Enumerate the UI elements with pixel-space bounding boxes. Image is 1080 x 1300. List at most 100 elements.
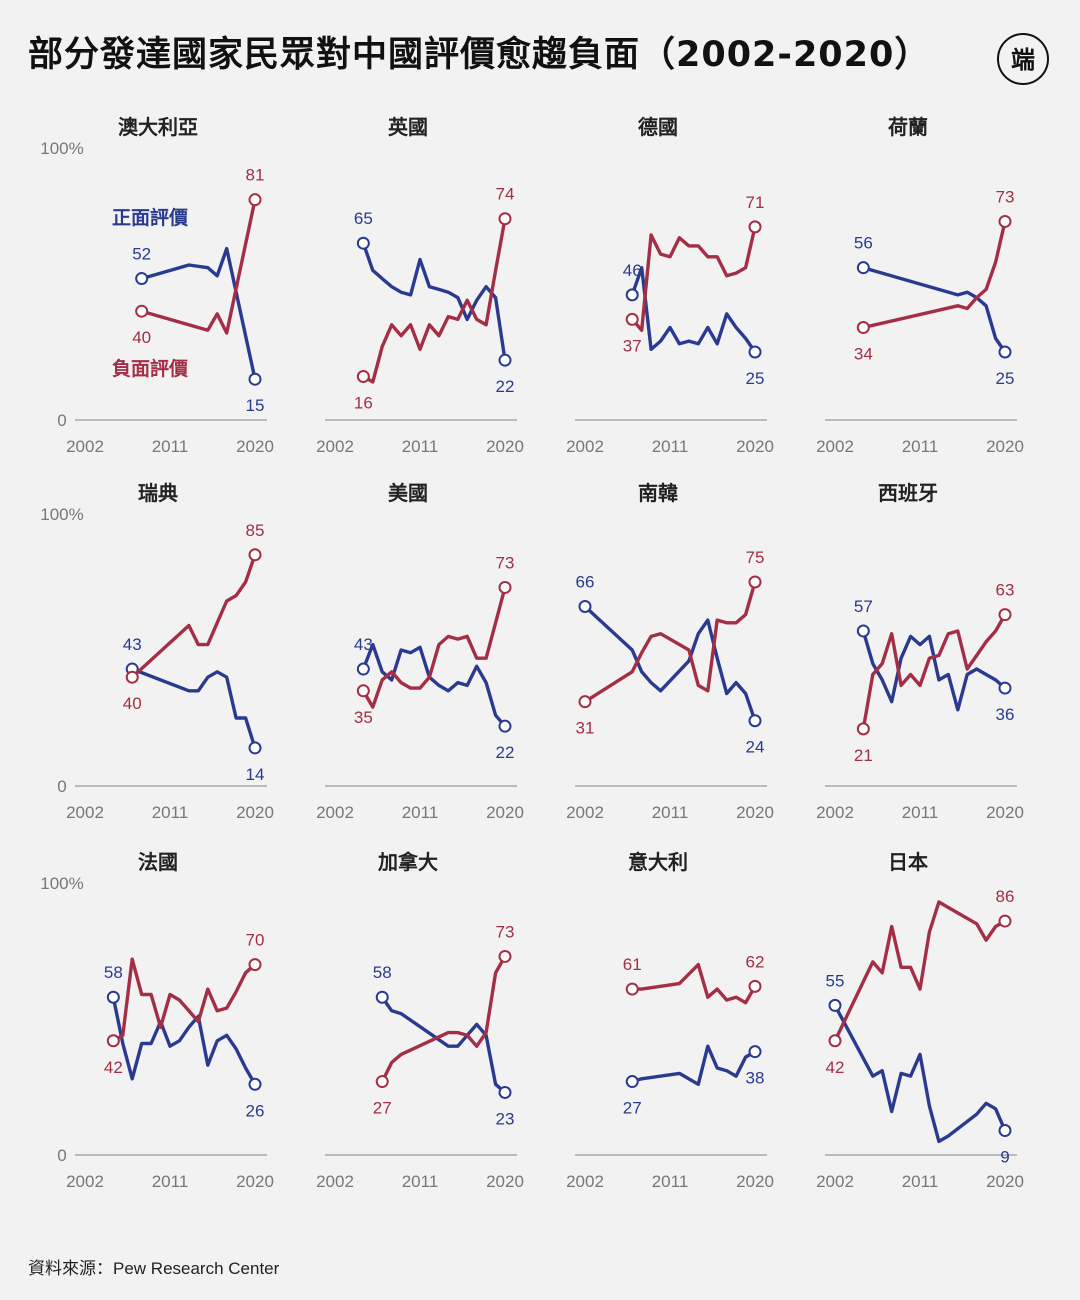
negative-series-line	[139, 197, 257, 335]
x-tick-label: 2002	[316, 1172, 354, 1191]
positive-start-point	[828, 998, 842, 1012]
positive-series-line	[630, 266, 757, 354]
negative-end-point	[748, 220, 762, 234]
y-tick-label: 100%	[40, 139, 83, 158]
negative-end-label: 63	[996, 581, 1015, 600]
x-tick-label: 2020	[486, 437, 524, 456]
positive-start-label: 43	[123, 635, 142, 654]
positive-end-point	[248, 741, 262, 755]
negative-end-point	[998, 214, 1012, 228]
positive-start-point	[578, 599, 592, 613]
negative-end-label: 71	[746, 193, 765, 212]
positive-start-point	[135, 272, 149, 286]
positive-series-line	[380, 995, 507, 1095]
logo-text: 端	[1011, 46, 1035, 74]
x-tick-label: 2020	[486, 803, 524, 822]
positive-end-label: 26	[246, 1101, 265, 1120]
x-tick-label: 2002	[66, 803, 104, 822]
negative-end-point	[748, 575, 762, 589]
x-tick-label: 2020	[736, 1172, 774, 1191]
x-tick-label: 2011	[152, 437, 189, 456]
y-tick-label: 100%	[40, 505, 83, 524]
x-tick-label: 2020	[736, 437, 774, 456]
negative-start-label: 61	[623, 955, 642, 974]
positive-end-label: 24	[746, 738, 765, 757]
panel-title: 加拿大	[377, 850, 438, 874]
negative-start-label: 40	[132, 328, 151, 347]
negative-end-point	[998, 914, 1012, 928]
positive-start-label: 58	[104, 963, 123, 982]
positive-start-point	[356, 236, 370, 250]
panel-title: 德國	[638, 115, 678, 139]
negative-end-point	[248, 958, 262, 972]
x-tick-label: 2002	[816, 437, 854, 456]
positive-end-label: 9	[1000, 1148, 1009, 1167]
positive-series-line	[139, 246, 257, 381]
x-tick-label: 2011	[402, 1172, 439, 1191]
positive-end-label: 22	[496, 377, 515, 396]
negative-start-point	[135, 304, 149, 318]
positive-end-point	[748, 714, 762, 728]
negative-start-point	[578, 695, 592, 709]
positive-end-label: 25	[746, 369, 765, 388]
x-tick-label: 2020	[986, 1172, 1024, 1191]
negative-start-label: 31	[576, 719, 595, 738]
x-tick-label: 2020	[986, 437, 1024, 456]
negative-end-label: 75	[746, 548, 765, 567]
negative-start-label: 27	[373, 1099, 392, 1118]
negative-end-point	[498, 949, 512, 963]
positive-end-point	[998, 1124, 1012, 1138]
x-tick-label: 2011	[152, 803, 189, 822]
negative-end-label: 73	[496, 553, 515, 572]
positive-end-point	[748, 1045, 762, 1059]
negative-end-point	[498, 580, 512, 594]
x-tick-label: 2020	[236, 1172, 274, 1191]
y-tick-label: 0	[57, 777, 66, 796]
positive-end-label: 23	[496, 1109, 515, 1128]
negative-start-point	[356, 684, 370, 698]
negative-start-label: 21	[854, 746, 873, 765]
negative-series-line	[111, 957, 257, 1043]
positive-end-label: 22	[496, 743, 515, 762]
panel-title: 澳大利亞	[118, 115, 198, 139]
positive-end-point	[998, 345, 1012, 359]
x-tick-label: 2011	[402, 803, 439, 822]
negative-start-point	[625, 312, 639, 326]
x-tick-label: 2002	[66, 437, 104, 456]
negative-series-line	[861, 219, 1007, 330]
x-tick-label: 2011	[652, 1172, 689, 1191]
negative-series-line	[361, 216, 507, 384]
positive-series-line	[361, 241, 507, 362]
positive-start-label: 55	[826, 971, 845, 990]
negative-start-point	[625, 982, 639, 996]
positive-start-point	[625, 1075, 639, 1089]
x-tick-label: 2002	[816, 1172, 854, 1191]
page-title: 部分發達國家民眾對中國評價愈趨負面（2002-2020）	[28, 35, 931, 75]
negative-series-line	[361, 585, 507, 709]
positive-start-point	[356, 662, 370, 676]
negative-end-label: 85	[246, 521, 265, 540]
positive-end-point	[498, 1085, 512, 1099]
x-tick-label: 2002	[316, 803, 354, 822]
negative-series-line	[630, 225, 757, 332]
positive-start-label: 56	[854, 234, 873, 253]
positive-end-point	[498, 353, 512, 367]
negative-end-point	[998, 608, 1012, 622]
negative-end-point	[498, 212, 512, 226]
panel-title: 荷蘭	[888, 115, 928, 139]
x-tick-label: 2011	[902, 803, 939, 822]
negative-series-line	[833, 900, 1007, 1043]
logo-icon: 端	[997, 33, 1049, 85]
positive-start-label: 52	[132, 245, 151, 264]
x-tick-label: 2002	[566, 1172, 604, 1191]
negative-series-line	[130, 553, 257, 679]
positive-start-label: 66	[576, 572, 595, 591]
positive-series-line	[833, 1003, 1007, 1144]
panel-title: 法國	[138, 850, 178, 874]
panel-title: 美國	[388, 481, 428, 505]
negative-start-point	[856, 321, 870, 335]
positive-start-point	[106, 990, 120, 1004]
x-tick-label: 2002	[566, 803, 604, 822]
negative-start-point	[106, 1034, 120, 1048]
x-tick-label: 2011	[902, 437, 939, 456]
